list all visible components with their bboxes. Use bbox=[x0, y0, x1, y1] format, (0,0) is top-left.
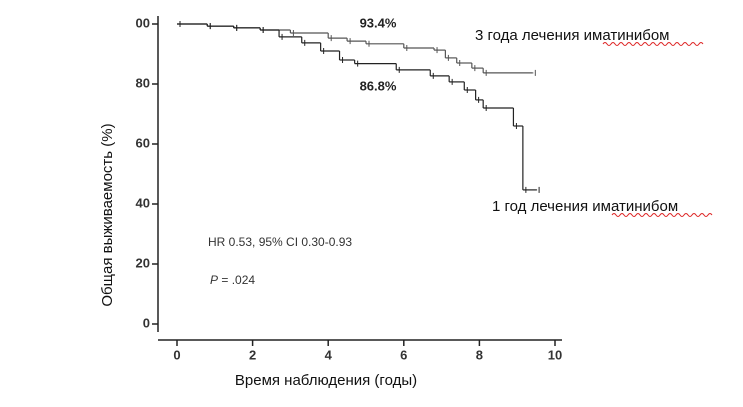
y-tick-label: 0 bbox=[143, 315, 150, 330]
x-tick-label: 4 bbox=[325, 347, 333, 362]
y-tick-label: 60 bbox=[136, 135, 150, 150]
x-tick-label: 10 bbox=[548, 347, 562, 362]
x-tick-label: 6 bbox=[400, 347, 407, 362]
p-label: P bbox=[210, 273, 218, 287]
p-value-text: = .024 bbox=[221, 273, 255, 287]
series-label: 3 года лечения иматинибом bbox=[475, 27, 670, 44]
annotation: 86.8% bbox=[360, 78, 397, 93]
x-tick-label: 8 bbox=[476, 347, 483, 362]
p-value: P = .024 bbox=[210, 273, 255, 287]
annotation: 93.4% bbox=[360, 15, 397, 30]
y-tick-label: 80 bbox=[136, 75, 150, 90]
series-label: 1 год лечения иматинибом bbox=[492, 198, 678, 215]
spell-underline bbox=[602, 42, 704, 46]
x-axis-title: Время наблюдения (годы) bbox=[235, 372, 417, 389]
hr-text: HR 0.53, 95% CI 0.30-0.93 bbox=[208, 235, 352, 249]
y-tick-label: 40 bbox=[136, 195, 150, 210]
x-tick-label: 0 bbox=[173, 347, 180, 362]
y-axis-title: Общая выживаемость (%) bbox=[99, 123, 116, 306]
y-tick-label: 00 bbox=[136, 15, 150, 30]
x-tick-label: 2 bbox=[249, 347, 256, 362]
y-tick-label: 20 bbox=[136, 255, 150, 270]
spell-underline bbox=[611, 213, 713, 217]
